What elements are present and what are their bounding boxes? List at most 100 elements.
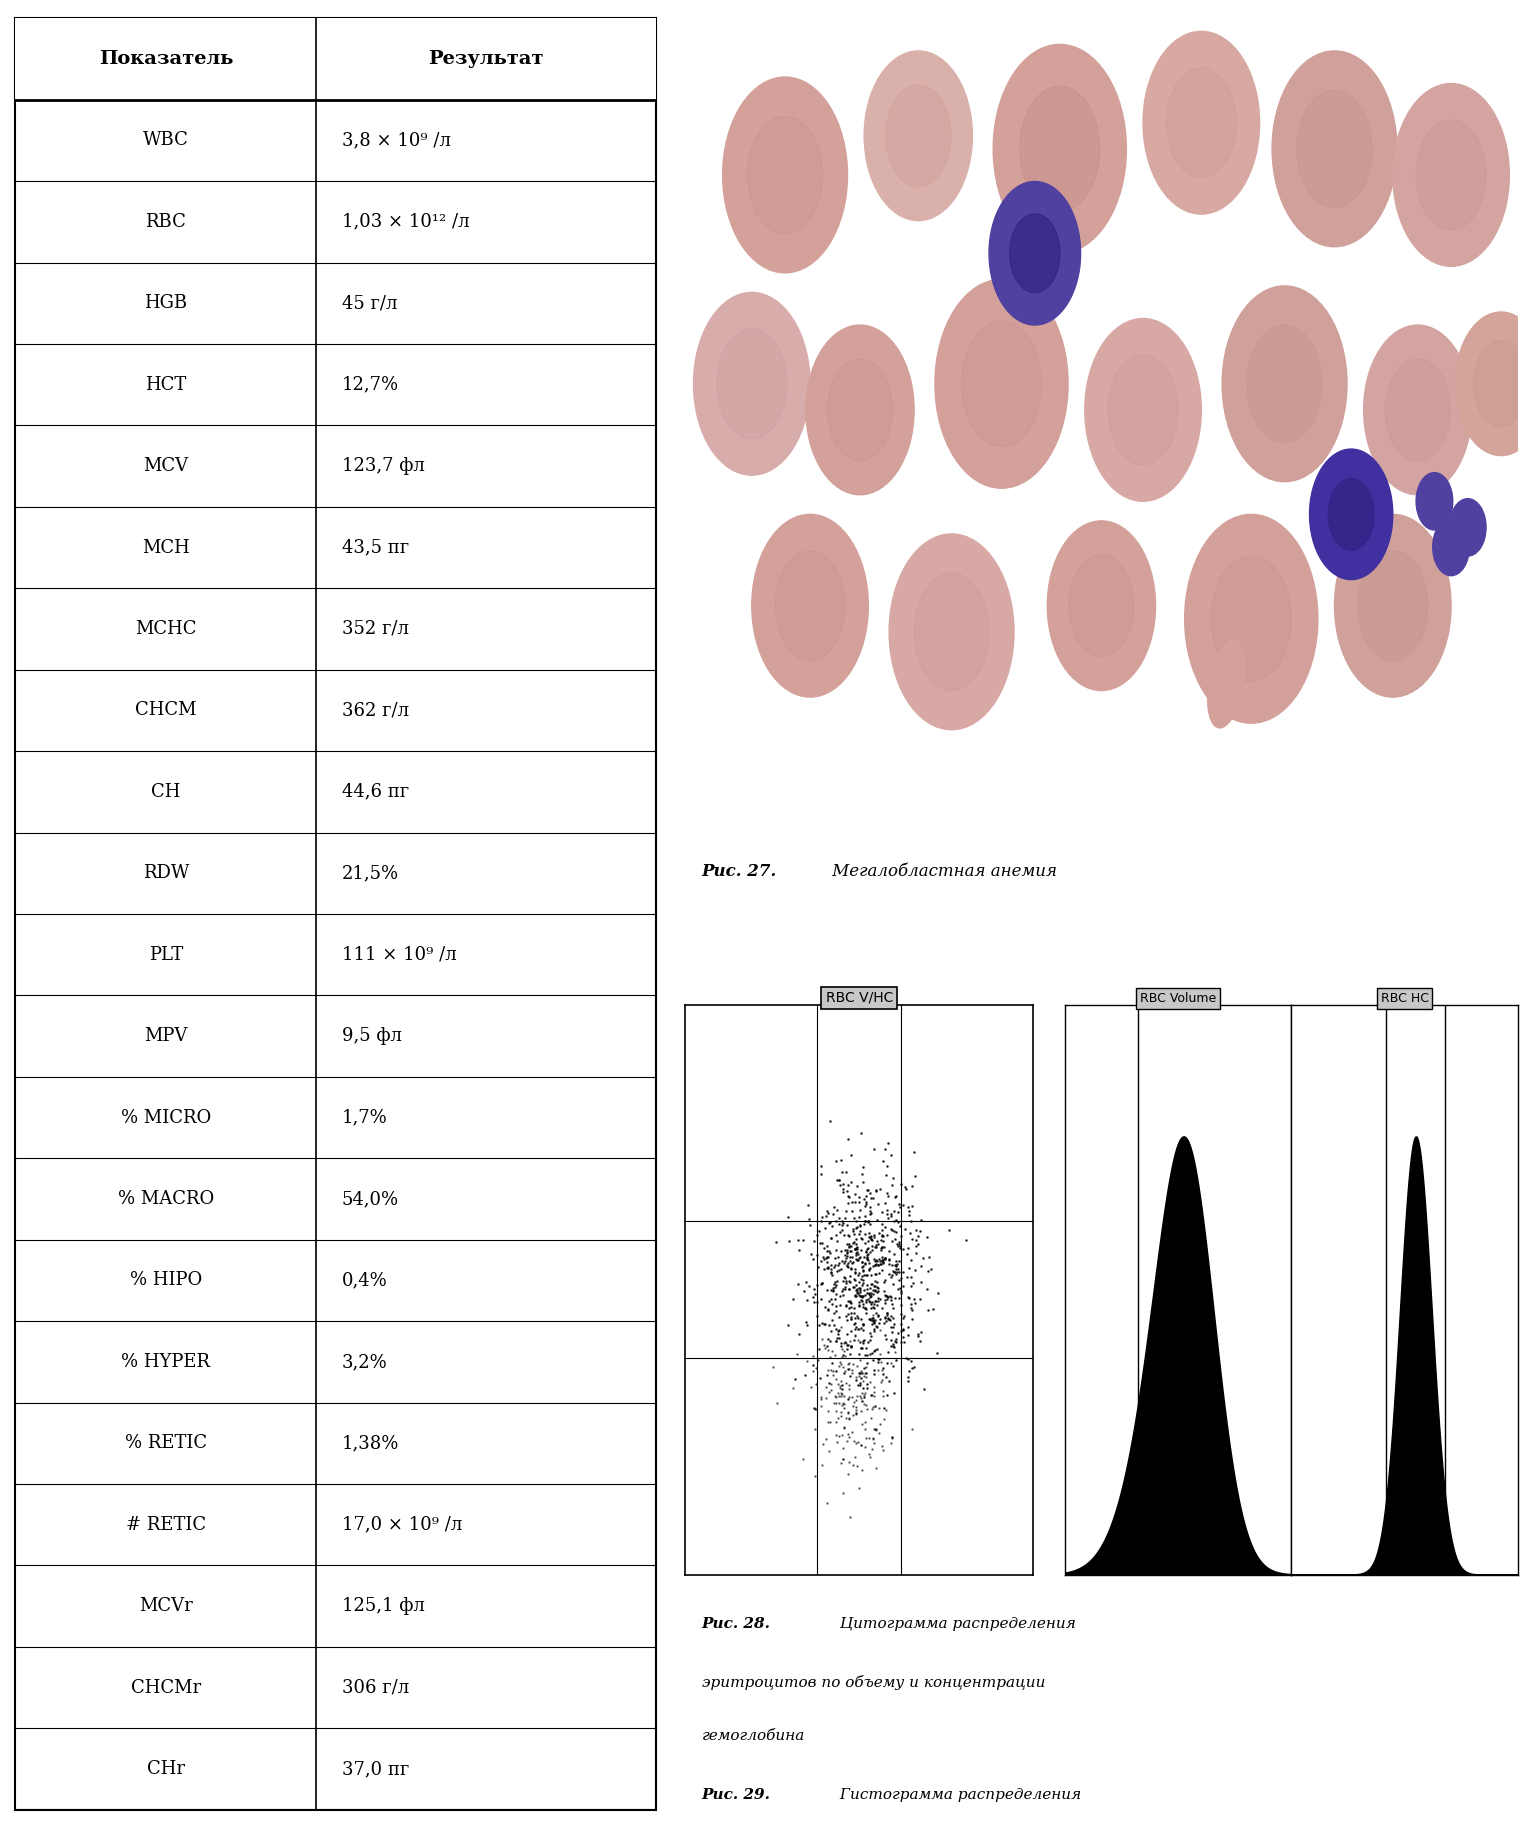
Point — [816, 1254, 840, 1283]
Point — [846, 1428, 871, 1457]
Point — [852, 1249, 877, 1278]
Point — [825, 1323, 849, 1353]
Point — [826, 1323, 851, 1353]
Point — [871, 1294, 895, 1323]
Point — [860, 1236, 885, 1265]
Text: 362 г/л: 362 г/л — [342, 702, 409, 720]
Point — [816, 1325, 840, 1355]
Point — [831, 1216, 855, 1245]
Point — [829, 1448, 854, 1477]
Point — [809, 1269, 834, 1298]
Point — [835, 1221, 860, 1250]
Point — [877, 1259, 901, 1289]
Point — [848, 1243, 872, 1272]
Circle shape — [1211, 556, 1291, 682]
Text: RDW: RDW — [143, 865, 189, 883]
Point — [846, 1245, 871, 1274]
Point — [863, 1250, 888, 1280]
Point — [866, 1302, 891, 1331]
Point — [835, 1241, 860, 1270]
Point — [828, 1373, 852, 1402]
Point — [802, 1227, 826, 1256]
Point — [848, 1212, 872, 1241]
Point — [786, 1269, 811, 1298]
Point — [825, 1196, 849, 1225]
Point — [819, 1254, 843, 1283]
Point — [889, 1263, 914, 1292]
Point — [820, 1274, 845, 1303]
Point — [828, 1170, 852, 1199]
Point — [828, 1400, 852, 1429]
Point — [866, 1250, 891, 1280]
Point — [849, 1270, 874, 1300]
Point — [880, 1216, 904, 1245]
Point — [898, 1219, 923, 1249]
Point — [812, 1309, 837, 1338]
Point — [817, 1408, 842, 1437]
Point — [814, 1238, 839, 1267]
Point — [866, 1393, 891, 1422]
Point — [881, 1258, 906, 1287]
Point — [857, 1338, 881, 1367]
Point — [817, 1236, 842, 1265]
Point — [866, 1419, 891, 1448]
Point — [881, 1329, 906, 1358]
Text: 37,0 пг: 37,0 пг — [342, 1760, 409, 1779]
Point — [889, 1221, 914, 1250]
Point — [829, 1397, 854, 1426]
Text: Результат: Результат — [428, 49, 544, 68]
Point — [852, 1261, 877, 1291]
Point — [800, 1342, 825, 1371]
Point — [832, 1356, 857, 1386]
Point — [862, 1429, 886, 1459]
Point — [803, 1280, 828, 1309]
Title: RBC Volume: RBC Volume — [1141, 993, 1217, 1005]
Point — [796, 1190, 820, 1219]
Point — [805, 1219, 829, 1249]
Point — [858, 1280, 883, 1309]
Point — [871, 1249, 895, 1278]
Circle shape — [1085, 318, 1202, 501]
Point — [840, 1272, 865, 1302]
Point — [857, 1223, 881, 1252]
Point — [837, 1274, 862, 1303]
Point — [854, 1287, 878, 1316]
Point — [834, 1367, 858, 1397]
Point — [860, 1395, 885, 1424]
Point — [794, 1267, 819, 1296]
Point — [897, 1201, 921, 1230]
Point — [835, 1250, 860, 1280]
Point — [852, 1294, 877, 1323]
Point — [848, 1272, 872, 1302]
Point — [871, 1360, 895, 1389]
Point — [831, 1208, 855, 1238]
Point — [846, 1303, 871, 1333]
Point — [851, 1241, 875, 1270]
Point — [862, 1292, 886, 1322]
Point — [848, 1371, 872, 1400]
Point — [845, 1206, 869, 1236]
Point — [840, 1358, 865, 1387]
Point — [860, 1280, 885, 1309]
Point — [862, 1303, 886, 1333]
Point — [865, 1298, 889, 1327]
Point — [823, 1236, 848, 1265]
Point — [831, 1340, 855, 1369]
Point — [840, 1391, 865, 1420]
Point — [822, 1192, 846, 1221]
Point — [886, 1208, 911, 1238]
Point — [855, 1234, 880, 1263]
Point — [868, 1344, 892, 1373]
Point — [826, 1243, 851, 1272]
Point — [819, 1316, 843, 1345]
Point — [840, 1382, 865, 1411]
Point — [906, 1228, 931, 1258]
Point — [885, 1181, 909, 1210]
Point — [860, 1300, 885, 1329]
Point — [842, 1227, 866, 1256]
Point — [860, 1424, 885, 1453]
Text: CHCMr: CHCMr — [130, 1678, 201, 1696]
Point — [880, 1424, 904, 1453]
Point — [862, 1289, 886, 1318]
Point — [862, 1292, 886, 1322]
